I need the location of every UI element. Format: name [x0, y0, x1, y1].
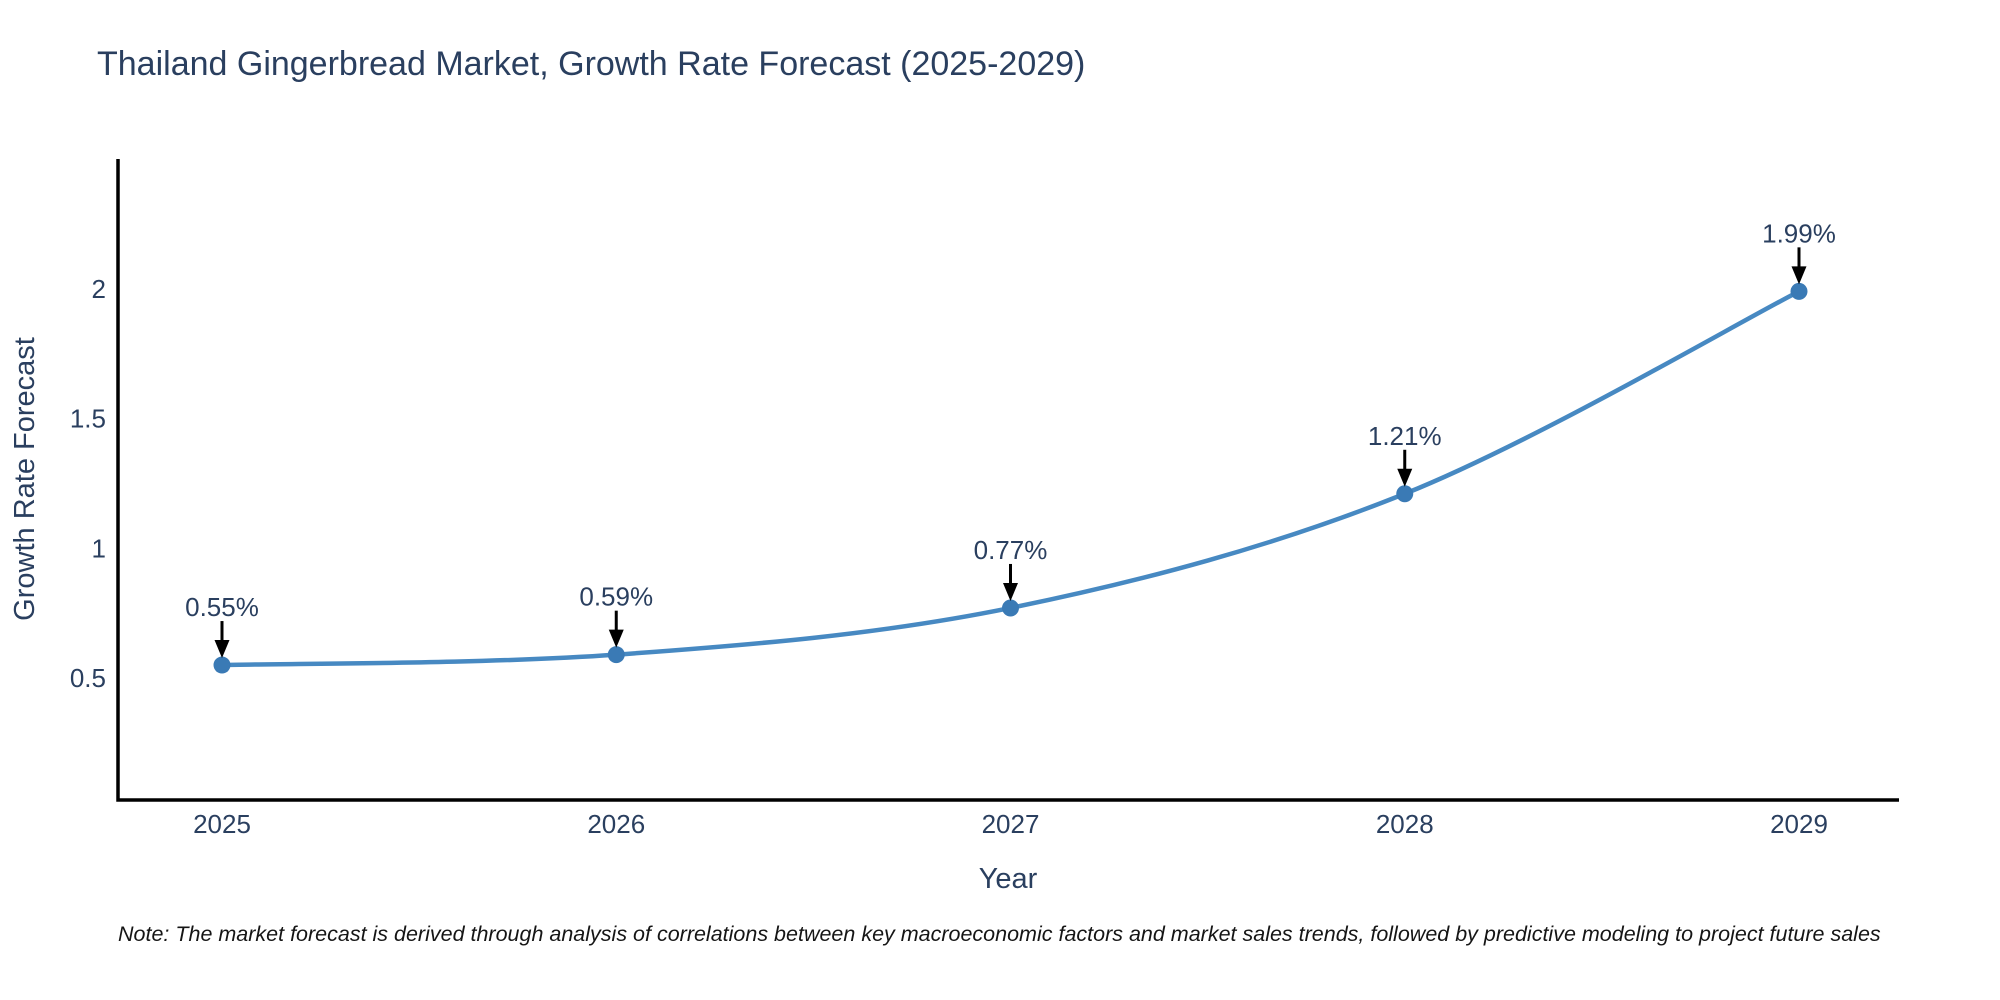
axis-lines [116, 159, 1899, 802]
x-tick-label: 2029 [1770, 809, 1828, 839]
point-annotation: 0.77% [974, 535, 1048, 565]
x-axis-title: Year [979, 863, 1038, 895]
x-tick-label: 2027 [982, 809, 1040, 839]
footnote: Note: The market forecast is derived thr… [118, 922, 1881, 946]
point-annotation: 0.59% [579, 582, 653, 612]
annotation-arrowhead [608, 629, 624, 648]
x-tick-label: 2028 [1376, 809, 1434, 839]
x-tick-label: 2026 [587, 809, 645, 839]
data-series [213, 282, 1808, 674]
point-annotation: 0.55% [185, 592, 259, 622]
data-point-2025 [213, 656, 231, 674]
y-tick-label: 0.5 [70, 663, 106, 693]
annotation-arrowhead [1791, 266, 1807, 285]
data-point-2026 [607, 646, 625, 664]
point-annotations: 0.55% 0.59% 0.77% 1.21% 1.99% [185, 218, 1836, 659]
data-point-2029 [1790, 282, 1808, 300]
annotation-arrowhead [1397, 468, 1413, 487]
y-axis-title: Growth Rate Forecast [9, 337, 41, 621]
forecast-line [219, 289, 1802, 668]
point-annotation: 1.99% [1762, 218, 1836, 248]
y-axis-tick-labels: 0.5 1 1.5 2 [70, 274, 106, 693]
data-point-2028 [1396, 485, 1414, 503]
point-annotation: 1.21% [1368, 421, 1442, 451]
annotation-arrowhead [214, 640, 230, 659]
data-point-2027 [1002, 599, 1019, 617]
y-tick-label: 2 [92, 274, 106, 304]
y-tick-label: 1.5 [70, 404, 106, 434]
axes [116, 159, 1899, 802]
x-axis-tick-labels: 2025 2026 2027 2028 2029 [193, 809, 1828, 839]
annotation-arrowhead [1003, 582, 1018, 601]
chart-title: Thailand Gingerbread Market, Growth Rate… [97, 45, 1085, 83]
x-tick-label: 2025 [193, 809, 251, 839]
y-tick-label: 1 [92, 533, 106, 563]
